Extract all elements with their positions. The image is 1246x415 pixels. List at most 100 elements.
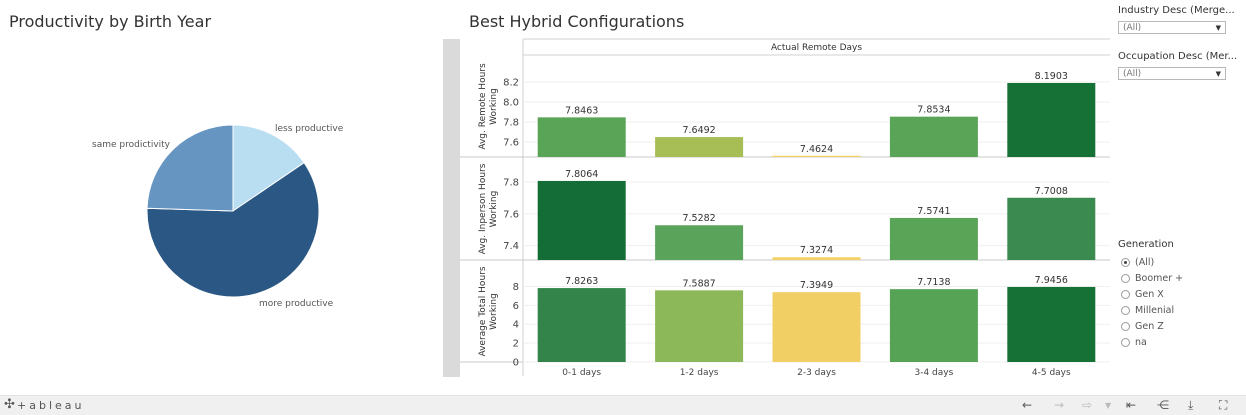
bar-value-label: 7.8064 [565, 169, 598, 180]
occupation-filter-title: Occupation Desc (Mer... [1118, 51, 1238, 62]
chevron-down-icon: ▼ [1215, 70, 1221, 78]
bar-value-label: 7.8534 [917, 105, 950, 116]
bar[interactable] [889, 116, 978, 157]
bar[interactable] [1007, 197, 1096, 260]
bar-value-label: 7.3274 [800, 245, 833, 256]
generation-option[interactable]: (All) [1121, 254, 1241, 270]
radio-button[interactable] [1121, 337, 1130, 347]
bar[interactable] [537, 117, 626, 157]
bar[interactable] [772, 155, 861, 157]
bar-value-label: 7.7138 [917, 277, 950, 288]
revert-icon[interactable]: ⇨ [1082, 398, 1093, 412]
x-tick-label: 1-2 days [680, 368, 719, 378]
y-tick-label: 7.8 [503, 177, 519, 188]
y-axis-label: Average Total Hours Working [478, 266, 499, 356]
share-icon[interactable]: ⋲ [1157, 398, 1169, 412]
tableau-logo-text[interactable]: +ableau [17, 399, 85, 412]
svg-text:Avg. Remote Hours: Avg. Remote Hours [478, 63, 488, 150]
bar[interactable] [772, 292, 861, 362]
generation-option-label: na [1135, 336, 1147, 348]
bar[interactable] [655, 290, 744, 362]
toolbar: ✣ +ableau ← → ⇨ ▼ ⇤ ⋲ ⤓ ⛶ [0, 395, 1246, 415]
bar-value-label: 8.1903 [1035, 71, 1068, 82]
pie-slice[interactable] [146, 161, 320, 298]
bar[interactable] [889, 289, 978, 362]
y-tick-label: 7.8 [503, 118, 519, 129]
svg-text:Working: Working [489, 293, 499, 330]
radio-button[interactable] [1121, 257, 1130, 267]
bar-value-label: 7.8263 [565, 276, 598, 287]
pie-slice[interactable] [146, 124, 234, 212]
y-tick-label: 6 [513, 301, 519, 312]
reset-icon[interactable]: ⇤ [1126, 398, 1137, 412]
svg-text:Working: Working [489, 191, 499, 228]
download-icon[interactable]: ⤓ [1188, 398, 1194, 412]
x-tick-label: 0-1 days [562, 368, 601, 378]
y-tick-label: 7.4 [503, 241, 519, 252]
bar[interactable] [655, 225, 744, 260]
chevron-down-icon: ▼ [1215, 24, 1221, 32]
bar[interactable] [772, 257, 861, 260]
bar-value-label: 7.8463 [565, 105, 598, 116]
generation-option-label: Millenial [1135, 304, 1175, 316]
generation-option-label: Boomer + [1135, 272, 1184, 284]
bar-value-label: 7.5282 [682, 213, 715, 224]
y-axis-label: Avg. Remote Hours Working [478, 63, 499, 150]
bar[interactable] [537, 288, 626, 362]
y-axis-label: Avg. Inperson Hours Working [478, 163, 499, 254]
bar-value-label: 7.3949 [800, 280, 833, 291]
x-tick-label: 4-5 days [1032, 368, 1071, 378]
bar[interactable] [537, 180, 626, 260]
bar[interactable] [1007, 286, 1096, 362]
bar[interactable] [889, 217, 978, 260]
generation-option[interactable]: Gen X [1121, 286, 1241, 302]
industry-filter-dropdown[interactable]: (All) ▼ [1118, 21, 1226, 34]
bar-value-label: 7.5741 [917, 206, 950, 217]
y-tick-label: 2 [513, 339, 519, 350]
occupation-filter-value: (All) [1123, 69, 1142, 79]
fullscreen-icon[interactable]: ⛶ [1219, 398, 1228, 412]
bar[interactable] [1007, 82, 1096, 157]
bar[interactable] [655, 137, 744, 157]
generation-option-label: (All) [1135, 256, 1155, 268]
pie-slice[interactable] [232, 124, 305, 212]
occupation-filter-dropdown[interactable]: (All) ▼ [1118, 67, 1226, 80]
y-tick-label: 8.2 [503, 78, 519, 89]
industry-filter-title: Industry Desc (Merge... [1118, 5, 1235, 16]
y-tick-label: 7.6 [503, 209, 519, 220]
redo-icon[interactable]: → [1054, 398, 1065, 412]
bar-chart-title: Best Hybrid Configurations [469, 12, 685, 31]
radio-button[interactable] [1121, 321, 1130, 331]
industry-filter-value: (All) [1123, 23, 1142, 33]
x-tick-label: 2-3 days [797, 368, 836, 378]
chevron-down-icon[interactable]: ▼ [1105, 401, 1112, 410]
radio-button[interactable] [1121, 273, 1130, 283]
undo-icon[interactable]: ← [1022, 398, 1033, 412]
generation-option[interactable]: na [1121, 334, 1241, 350]
column-header: Actual Remote Days [771, 43, 862, 53]
y-tick-label: 7.6 [503, 138, 519, 149]
generation-option[interactable]: Millenial [1121, 302, 1241, 318]
bar-value-label: 7.6492 [682, 125, 715, 136]
generation-option-label: Gen Z [1135, 320, 1164, 332]
x-tick-label: 3-4 days [914, 368, 953, 378]
generation-filter-title: Generation [1118, 239, 1174, 250]
generation-option[interactable]: Gen Z [1121, 318, 1241, 334]
bar-value-label: 7.4624 [800, 144, 833, 155]
y-tick-label: 8.0 [503, 98, 519, 109]
radio-button[interactable] [1121, 305, 1130, 315]
pie-slice-label: more productive [259, 299, 334, 309]
bar-value-label: 7.7008 [1035, 186, 1068, 197]
bar-value-label: 7.9456 [1035, 275, 1068, 286]
bar-charts[interactable]: Actual Remote Days 8.2 8.0 7.8 7.6 Avg. Remot… [440, 36, 1112, 384]
bar-value-label: 7.5887 [682, 278, 715, 289]
tableau-logo-icon[interactable]: ✣ [4, 397, 15, 412]
svg-text:Working: Working [489, 88, 499, 125]
radio-button[interactable] [1121, 289, 1130, 299]
generation-option[interactable]: Boomer + [1121, 270, 1241, 286]
pie-chart-title: Productivity by Birth Year [9, 12, 212, 31]
y-tick-label: 0 [513, 358, 519, 369]
pie-chart[interactable]: less productive more productive same prodi… [0, 0, 440, 395]
svg-text:Avg. Inperson Hours: Avg. Inperson Hours [478, 163, 488, 254]
scrollbar[interactable] [443, 39, 460, 377]
